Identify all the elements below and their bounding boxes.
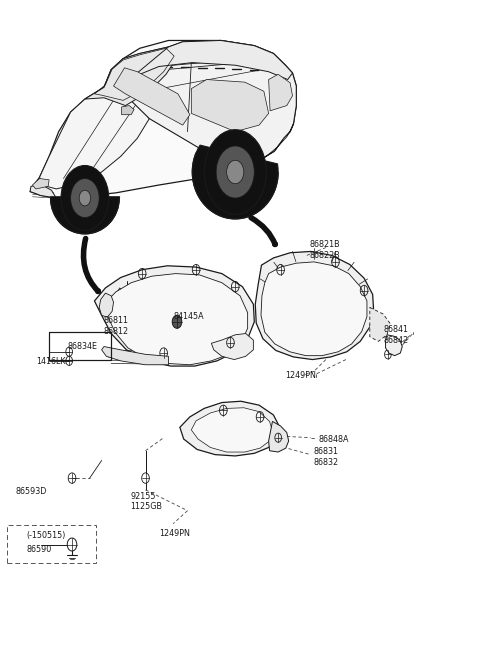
Text: 1125GB: 1125GB: [130, 502, 162, 511]
Text: 86811
86812: 86811 86812: [104, 316, 129, 336]
Polygon shape: [269, 75, 292, 111]
Polygon shape: [104, 273, 248, 365]
Polygon shape: [50, 197, 120, 234]
Text: 86831
86832: 86831 86832: [314, 447, 339, 467]
Polygon shape: [180, 402, 279, 456]
Polygon shape: [269, 421, 288, 452]
Text: 86848A: 86848A: [319, 435, 349, 444]
Polygon shape: [370, 307, 390, 341]
Bar: [7, 525, 96, 562]
Polygon shape: [30, 41, 296, 198]
Polygon shape: [211, 334, 253, 360]
Text: 86821B
86822B: 86821B 86822B: [309, 240, 340, 260]
Circle shape: [71, 179, 99, 218]
Text: 1249PN: 1249PN: [159, 529, 190, 538]
Bar: [49, 332, 111, 360]
Text: 86841
86842: 86841 86842: [383, 325, 408, 345]
Polygon shape: [192, 407, 273, 452]
Text: 86834E: 86834E: [67, 342, 97, 351]
Circle shape: [227, 160, 244, 184]
Bar: [49, 332, 111, 360]
Polygon shape: [192, 145, 278, 219]
Polygon shape: [99, 293, 114, 317]
Polygon shape: [385, 335, 402, 356]
Polygon shape: [262, 124, 293, 159]
Circle shape: [61, 165, 109, 231]
Polygon shape: [261, 262, 367, 356]
Circle shape: [204, 129, 266, 215]
Polygon shape: [85, 47, 178, 105]
Polygon shape: [95, 266, 254, 366]
Polygon shape: [125, 41, 292, 83]
FancyArrowPatch shape: [84, 239, 98, 292]
Text: 86590: 86590: [26, 545, 51, 554]
Polygon shape: [104, 41, 296, 169]
Polygon shape: [39, 88, 149, 189]
Text: (-150515): (-150515): [26, 531, 66, 540]
Polygon shape: [33, 179, 49, 189]
Text: 92155: 92155: [130, 492, 156, 501]
Polygon shape: [114, 68, 190, 125]
Polygon shape: [121, 105, 134, 114]
Polygon shape: [192, 80, 269, 131]
FancyArrowPatch shape: [251, 218, 276, 245]
Polygon shape: [255, 251, 373, 360]
Circle shape: [216, 146, 254, 198]
Circle shape: [79, 190, 91, 206]
Polygon shape: [30, 185, 56, 198]
Text: 86593D: 86593D: [16, 487, 47, 496]
Text: 84145A: 84145A: [173, 312, 204, 321]
Text: 1416LK: 1416LK: [36, 357, 65, 366]
Circle shape: [172, 315, 182, 328]
Polygon shape: [102, 347, 168, 365]
Text: 1249PN: 1249PN: [285, 371, 316, 381]
